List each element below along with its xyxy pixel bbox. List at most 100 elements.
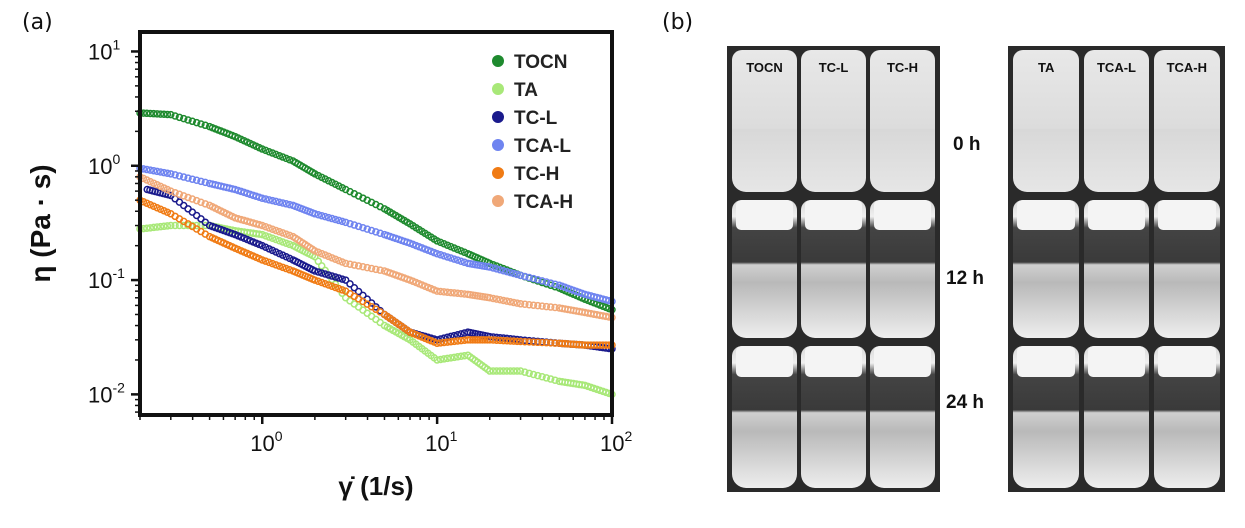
y-tick-label: 100 — [88, 151, 120, 179]
data-point-tca-l — [153, 167, 161, 176]
data-point-ta — [317, 262, 326, 270]
data-point-ta — [509, 367, 518, 375]
vial-label: TCA-H — [1166, 60, 1208, 75]
data-point-ta — [163, 222, 172, 230]
data-point-tca-h — [335, 256, 343, 265]
data-point-tc-l — [317, 269, 326, 277]
data-point-tca-l — [338, 217, 347, 226]
data-point-tca-h — [268, 225, 277, 233]
data-point-ta — [453, 353, 462, 361]
vial-cap — [736, 346, 793, 378]
legend-label-tca-h: TCA-H — [514, 192, 573, 213]
data-point-tca-h — [359, 263, 367, 271]
data-point-tc-h — [453, 337, 462, 345]
data-point-tca-h — [188, 195, 197, 203]
vial-cap — [736, 200, 793, 231]
vial — [1013, 346, 1079, 488]
data-point-ta — [534, 371, 542, 380]
data-point-tc-l — [335, 274, 343, 282]
data-point-tocn — [149, 109, 158, 118]
data-point-tca-h — [447, 288, 455, 297]
data-point-tca-l — [167, 170, 175, 178]
data-point-tc-l — [372, 303, 380, 311]
vial-label: TA — [1037, 60, 1055, 75]
data-point-tca-l — [275, 198, 284, 206]
data-point-tca-l — [341, 218, 350, 227]
data-point-tocn — [436, 238, 445, 247]
data-point-tca-l — [175, 172, 184, 180]
data-point-tc-l — [338, 275, 347, 283]
data-point-ta — [265, 233, 273, 241]
vial — [801, 346, 866, 488]
data-point-tca-l — [496, 266, 504, 274]
data-point-tc-h — [529, 338, 538, 346]
data-point-tocn — [175, 113, 184, 122]
vial — [870, 200, 935, 338]
data-point-tca-h — [317, 249, 326, 258]
data-point-tca-l — [453, 256, 462, 264]
data-point-tca-l — [279, 199, 287, 207]
data-point-tocn — [188, 117, 197, 126]
data-point-tc-l — [354, 287, 363, 296]
vial-cap — [1158, 346, 1216, 378]
data-point-tca-h — [551, 303, 559, 312]
legend-label-tc-l: TC-L — [514, 108, 558, 129]
legend-marker-tc-l — [492, 111, 504, 123]
vial-cap — [874, 346, 931, 378]
data-point-tca-h — [376, 266, 384, 274]
data-point-tca-h — [542, 302, 551, 311]
data-point-tc-h — [258, 256, 266, 264]
data-point-tc-h — [275, 262, 284, 270]
data-point-tca-l — [433, 249, 441, 258]
y-tick-label: 101 — [88, 36, 120, 64]
data-point-tc-h — [272, 261, 280, 269]
data-point-tc-h — [466, 336, 475, 344]
data-point-tca-l — [265, 196, 273, 204]
time-label-0h: 0 h — [953, 134, 981, 155]
vial-cap — [1087, 346, 1146, 378]
data-point-ta — [255, 230, 263, 238]
legend-label-ta: TA — [514, 80, 538, 101]
legend-marker-ta — [492, 83, 504, 95]
data-point-tca-l — [163, 169, 172, 177]
data-point-tca-l — [376, 229, 384, 237]
data-point-tca-l — [171, 171, 179, 179]
data-point-tca-l — [201, 178, 210, 187]
data-point-tc-h — [525, 338, 533, 346]
data-point-tc-h — [265, 258, 273, 267]
data-point-ta — [171, 221, 179, 230]
data-point-tca-l — [506, 268, 515, 277]
data-point-tocn — [450, 244, 458, 252]
data-point-ta — [503, 367, 511, 375]
data-point-tca-h — [285, 231, 294, 240]
data-point-tca-h — [192, 196, 201, 205]
data-point-tca-l — [436, 251, 445, 259]
time-label-24h: 24 h — [946, 392, 985, 413]
data-point-tocn — [167, 110, 175, 119]
vial-row-0: TOCN TC-L TC-H — [727, 46, 940, 196]
legend-label-tocn: TOCN — [514, 52, 567, 73]
data-point-tc-h — [311, 276, 319, 284]
data-point-tca-h — [367, 264, 376, 273]
data-point-tocn — [179, 114, 188, 123]
data-point-tocn — [184, 116, 192, 124]
vial-cap — [1158, 200, 1216, 231]
data-point-tc-l — [311, 267, 319, 275]
vial — [1154, 346, 1220, 488]
data-point-ta — [516, 367, 525, 375]
data-point-tca-h — [534, 301, 542, 310]
data-point-tca-l — [538, 277, 546, 285]
data-point-tca-l — [331, 215, 340, 224]
data-point-tc-h — [481, 336, 489, 344]
data-point-tocn — [153, 110, 161, 118]
y-axis-label: η (Pa · s) — [25, 164, 56, 282]
data-point-tc-h — [476, 336, 484, 344]
data-point-tocn — [268, 149, 277, 157]
data-point-tca-h — [175, 190, 184, 199]
data-point-tca-l — [521, 272, 529, 281]
data-point-tocn — [171, 112, 179, 120]
data-point-tc-h — [506, 337, 515, 345]
data-point-tca-h — [372, 265, 380, 274]
data-point-tc-h — [469, 336, 477, 344]
data-point-tca-l — [346, 219, 354, 228]
